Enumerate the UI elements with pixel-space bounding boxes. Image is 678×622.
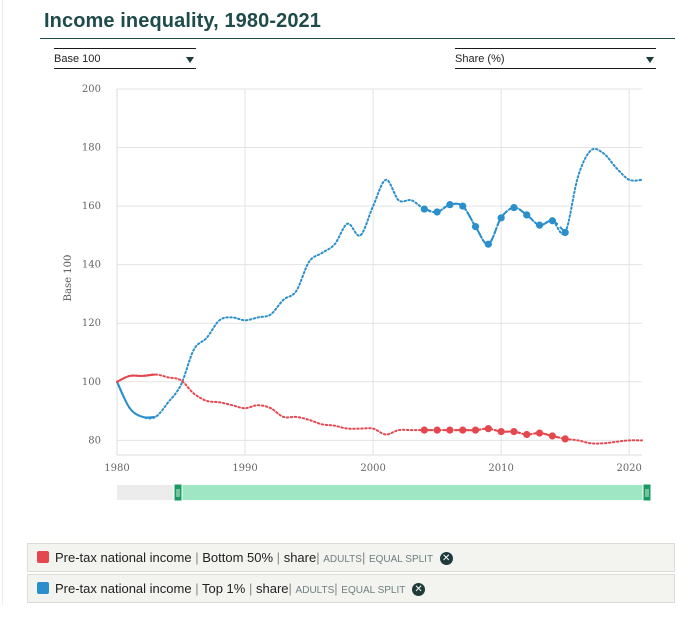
legend-population: ADULTS [295,585,335,596]
data-point-bottom-50 [510,427,518,436]
y-tick-label: 140 [82,260,101,271]
series-line-top-1 [116,147,643,420]
legend-split: EQUAL SPLIT [341,585,406,596]
y-tick-label: 120 [82,318,101,329]
page-title: Income inequality, 1980-2021 [44,10,321,32]
caret-down-icon [646,57,654,63]
caret-down-icon [186,57,194,63]
series-line-bottom-50 [116,373,643,445]
range-slider-handle[interactable] [173,483,183,502]
legend-group: Top 1% [201,581,246,596]
legend-separator: | [276,550,281,565]
data-point-bottom-50 [420,426,428,434]
legend-item-bottom-50[interactable]: Pre-tax national income | Bottom 50% | s… [27,543,675,572]
data-point-top-1 [497,214,505,222]
series-line-highlight-bottom-50 [424,427,566,440]
legend-separator: | [195,581,199,596]
series-line-highlight-top-1 [424,202,566,246]
data-point-top-1 [484,240,492,248]
y-tick-label: 160 [82,201,101,212]
legend-separator: | [288,581,292,596]
data-point-bottom-50 [535,429,544,437]
data-point-bottom-50 [433,426,441,434]
data-point-top-1 [561,228,569,237]
legend-indicator: Pre-tax national income [55,550,192,565]
data-point-bottom-50 [446,426,454,434]
legend-separator: | [248,581,253,596]
close-circle-icon[interactable]: ✕ [439,552,453,565]
data-point-top-1 [420,205,428,213]
y-tick-label: 200 [82,84,101,95]
data-point-bottom-50 [484,425,492,433]
x-tick-label: 1990 [232,463,257,474]
series-line-solid-start-bottom-50 [116,373,156,383]
series-line-solid-start-top-1 [116,381,156,419]
legend-label: Pre-tax national income | Bottom 50% | s… [55,544,453,573]
y-tick-label: 100 [82,377,101,388]
data-point-bottom-50 [459,426,467,434]
legend-measure: share [283,550,317,565]
data-point-bottom-50 [471,426,480,434]
legend-split: EQUAL SPLIT [368,554,434,565]
data-point-top-1 [523,211,531,219]
data-point-top-1 [433,208,441,216]
x-tick-label: 1980 [104,463,129,474]
frame-border [2,0,3,605]
data-point-bottom-50 [561,435,569,443]
legend-separator: | [361,550,366,565]
y-tick-label: 80 [88,435,101,446]
data-point-bottom-50 [548,432,556,440]
indicator-select[interactable]: Base 100 [54,51,196,69]
x-tick-label: 2000 [360,463,385,474]
legend-population: ADULTS [323,554,362,565]
legend-indicator: Pre-tax national income [55,581,192,596]
data-point-bottom-50 [497,427,505,436]
close-circle-icon[interactable]: ✕ [412,583,426,596]
indicator-select-value: Base 100 [54,53,101,65]
range-slider-handle[interactable] [642,483,652,502]
legend-label: Pre-tax national income | Top 1% | share… [55,575,426,604]
legend-group: Bottom 50% [202,550,274,565]
unit-select[interactable]: Share (%) [455,51,656,69]
data-point-bottom-50 [523,430,531,439]
title-divider [40,38,675,39]
legend-separator: | [334,581,338,596]
data-point-top-1 [459,202,467,210]
data-point-top-1 [446,201,454,209]
left-select-top-rule [54,48,196,49]
legend-swatch [37,551,49,563]
data-point-top-1 [510,203,518,212]
unit-select-value: Share (%) [455,53,505,65]
range-slider-selection [178,485,647,500]
legend-item-top-1[interactable]: Pre-tax national income | Top 1% | share… [27,574,675,603]
legend-separator: | [316,550,320,565]
data-point-top-1 [548,217,556,225]
legend-swatch [37,582,49,594]
legend-separator: | [195,550,199,565]
right-select-top-rule [455,48,656,49]
legend-measure: share [256,581,289,596]
y-axis-label: Base 100 [63,255,74,302]
data-point-top-1 [471,223,480,231]
data-point-top-1 [535,221,544,229]
y-tick-label: 180 [82,143,101,154]
line-chart: 80 100 120 140 160 180 200 1980 1990 2000 2010 2020… [63,84,652,502]
x-tick-label: 2010 [488,463,513,474]
x-tick-label: 2020 [616,463,641,474]
